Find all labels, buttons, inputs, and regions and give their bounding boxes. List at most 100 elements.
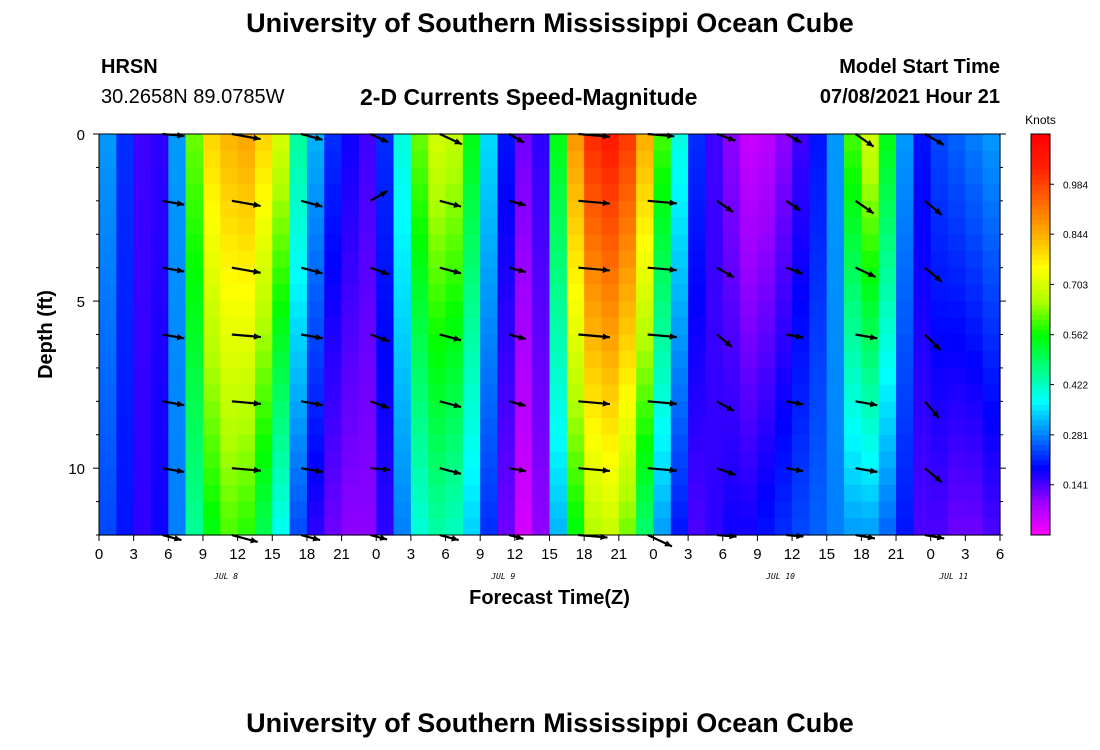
- heatmap-cell: [237, 484, 256, 503]
- heatmap-cell: [722, 200, 741, 219]
- heatmap-cell: [150, 301, 169, 319]
- heatmap-cell: [566, 184, 585, 202]
- heatmap-cell: [705, 200, 724, 219]
- heatmap-cell: [948, 384, 966, 402]
- heatmap-cell: [289, 468, 308, 486]
- colorbar-segment: [1031, 224, 1050, 230]
- colorbar-segment: [1031, 249, 1050, 255]
- heatmap-cell: [618, 217, 637, 235]
- heatmap-cell: [896, 484, 914, 503]
- heatmap-cell: [428, 267, 447, 285]
- heatmap-cell: [965, 418, 984, 436]
- heatmap-cell: [410, 401, 429, 419]
- heatmap-cell: [757, 401, 776, 419]
- heatmap-cell: [705, 284, 724, 302]
- heatmap-cell: [480, 134, 499, 152]
- heatmap-cell: [289, 518, 308, 536]
- heatmap-cell: [220, 451, 239, 469]
- current-vector-head: [796, 532, 804, 540]
- colorbar-segment: [1031, 189, 1050, 195]
- heatmap-cell: [965, 150, 984, 169]
- heatmap-cell: [254, 501, 273, 519]
- heatmap-cell: [653, 234, 672, 252]
- heatmap-cell: [220, 351, 239, 369]
- colorbar-segment: [1031, 234, 1050, 240]
- heatmap-cell: [861, 367, 880, 386]
- heatmap-cell: [462, 150, 481, 169]
- heatmap-cell: [584, 134, 603, 152]
- heatmap-cell: [306, 284, 325, 302]
- heatmap-cell: [601, 167, 620, 185]
- heatmap-cell: [930, 518, 949, 536]
- heatmap-cell: [688, 317, 707, 336]
- heatmap-cell: [861, 434, 880, 453]
- current-vector-head: [669, 266, 677, 273]
- heatmap-cell: [722, 501, 741, 519]
- heatmap-cell: [497, 351, 516, 369]
- current-vector-head: [176, 267, 185, 274]
- heatmap-cell: [358, 234, 377, 252]
- heatmap-cell: [757, 518, 776, 536]
- heatmap-cell: [289, 434, 308, 453]
- heatmap-cell: [878, 367, 897, 386]
- heatmap-cell: [670, 484, 689, 503]
- heatmap-cell: [757, 484, 776, 503]
- x-tick-label: 21: [610, 546, 627, 563]
- heatmap-cell: [809, 217, 828, 235]
- heatmap-cell: [185, 434, 204, 453]
- heatmap-cell: [237, 334, 256, 352]
- heatmap-cell: [462, 234, 481, 252]
- heatmap-cell: [930, 451, 949, 469]
- heatmap-cell: [774, 367, 793, 386]
- current-vector-head: [867, 534, 875, 541]
- heatmap-cell: [584, 267, 603, 285]
- heatmap-cell: [324, 301, 343, 319]
- heatmap-cell: [393, 451, 412, 469]
- heatmap-cell: [948, 351, 966, 369]
- current-vector-head: [314, 134, 323, 141]
- heatmap-cell: [636, 200, 655, 219]
- heatmap-cell: [740, 468, 759, 486]
- heatmap-cell: [584, 401, 603, 419]
- heatmap-cell: [497, 250, 516, 269]
- heatmap-cell: [930, 367, 949, 386]
- heatmap-cell: [965, 167, 984, 185]
- heatmap-cell: [930, 217, 949, 235]
- colorbar-segment: [1031, 254, 1050, 260]
- heatmap-cell: [618, 184, 637, 202]
- heatmap-cell: [462, 384, 481, 402]
- heatmap-cell: [410, 200, 429, 219]
- heatmap-cell: [272, 334, 291, 352]
- heatmap-cell: [566, 351, 585, 369]
- heatmap-cell: [774, 267, 793, 285]
- heatmap-cell: [913, 468, 932, 486]
- heatmap-cell: [116, 401, 135, 419]
- heatmap-cell: [774, 167, 793, 185]
- heatmap-cell: [965, 518, 984, 536]
- heatmap-cell: [324, 284, 343, 302]
- heatmap-cell: [289, 351, 308, 369]
- heatmap-cell: [168, 167, 187, 185]
- heatmap-cell: [601, 384, 620, 402]
- heatmap-cell: [549, 501, 568, 519]
- heatmap-cell: [913, 518, 932, 536]
- heatmap-cell: [930, 418, 949, 436]
- x-tick-label: 0: [927, 546, 935, 563]
- heatmap-cell: [237, 184, 256, 202]
- current-vector-head: [669, 199, 677, 206]
- heatmap-cell: [722, 317, 741, 336]
- heatmap-cell: [930, 250, 949, 269]
- heatmap-cell: [150, 184, 169, 202]
- heatmap-cell: [358, 367, 377, 386]
- heatmap-cell: [116, 334, 135, 352]
- heatmap-cell: [774, 468, 793, 486]
- current-vector-head: [602, 333, 610, 340]
- heatmap-cell: [514, 351, 533, 369]
- heatmap-cell: [116, 367, 135, 386]
- heatmap-cell: [237, 468, 256, 486]
- heatmap-cell: [202, 451, 221, 469]
- heatmap-cell: [688, 367, 707, 386]
- colorbar-segment: [1031, 139, 1050, 145]
- heatmap-cell: [982, 284, 1001, 302]
- heatmap-cell: [237, 367, 256, 386]
